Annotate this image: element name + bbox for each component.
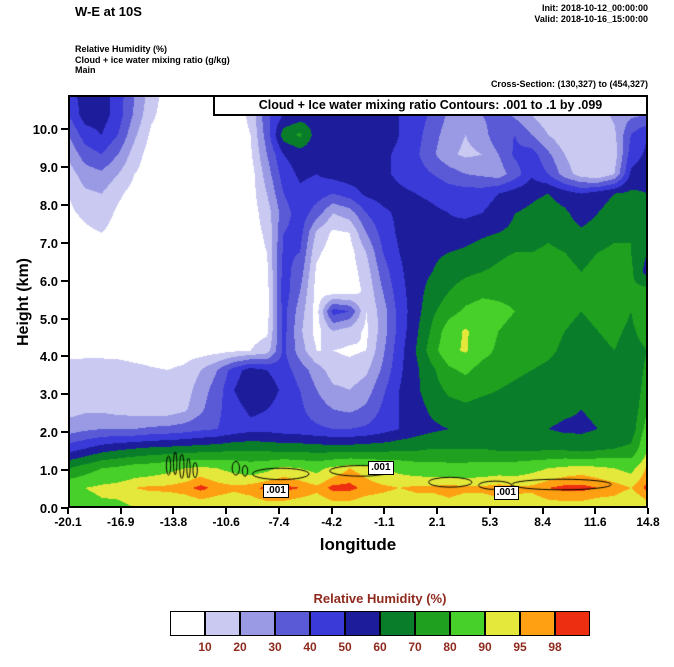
x-tick-mark [436,508,439,514]
x-tick-label: -13.8 [159,515,188,529]
y-tick-label: 10.0 [32,122,58,138]
cross-section-coords: Cross-Section: (130,327) to (454,327) [490,79,648,89]
legend-label: 80 [443,640,457,654]
x-tick-label: -16.9 [107,515,135,529]
x-tick-label: 2.1 [428,515,446,529]
legend-color-cell [415,611,450,636]
x-tick-label: -10.6 [212,515,240,529]
field-line-rh: Relative Humidity (%) [75,44,168,54]
legend-color-cell [555,611,590,636]
legend-color-cell [345,611,380,636]
y-tick-label: 7.0 [39,235,58,251]
legend-title: Relative Humidity (%) [313,591,447,606]
legend-label: 40 [303,640,317,654]
page-title: W-E at 10S [75,4,142,19]
legend-color-cell [520,611,555,636]
x-tick-mark [383,508,386,514]
x-tick-mark [172,508,175,514]
y-tick-mark [61,393,68,396]
x-tick-label: 8.4 [534,515,551,529]
y-tick-mark [61,317,68,320]
x-tick-label: -4.2 [321,515,342,529]
legend-label: 95 [513,640,527,654]
legend-label: 98 [548,640,562,654]
y-tick-label: 3.0 [39,387,58,403]
x-tick-label: 5.3 [481,515,499,529]
y-tick-label: 9.0 [39,159,58,175]
legend-label: 30 [268,640,282,654]
x-tick-mark [488,508,491,514]
legend-color-cell [240,611,275,636]
x-tick-label: 11.6 [583,515,607,529]
legend-color-cell [450,611,485,636]
legend-color-cell [380,611,415,636]
cloud-contour-label: .001 [493,485,520,500]
y-axis-title: Height (km) [15,258,32,346]
contour-info-banner: Cloud + Ice water mixing ratio Contours:… [213,95,648,116]
y-tick-label: 2.0 [39,425,58,441]
rh-contour-field [68,95,648,508]
field-line-cloud: Cloud + ice water mixing ratio (g/kg) [75,54,230,65]
legend-label: 20 [233,640,247,654]
x-tick-label: -20.1 [54,515,82,529]
legend-label: 10 [198,640,212,654]
legend-color-cell [275,611,310,636]
field-line-domain: Main [75,65,96,75]
y-tick-label: 0.0 [39,501,58,516]
y-tick-mark [61,203,68,206]
x-axis-title: longitude [319,535,397,554]
y-tick-label: 8.0 [39,197,58,213]
y-tick-label: 5.0 [39,311,58,327]
y-tick-label: 4.0 [39,349,58,365]
legend-label: 90 [478,640,492,654]
x-tick-label: 14.8 [636,515,660,529]
x-tick-mark [330,508,333,514]
cloud-contour-label: .001 [263,483,289,498]
x-tick-label: -7.4 [268,515,290,529]
x-tick-label: -1.1 [374,515,395,529]
y-tick-mark [61,165,68,168]
field-description: Relative Humidity (%) Cloud + ice water … [75,44,230,76]
cloud-contour-label: .001 [368,461,394,476]
legend-color-cell [485,611,520,636]
y-tick-mark [61,507,68,509]
y-tick-mark [61,241,68,244]
x-tick-mark [67,508,69,514]
y-tick-mark [61,279,68,282]
legend-color-cell [170,611,205,636]
legend-color-cell [310,611,345,636]
y-tick-mark [61,469,68,472]
y-tick-label: 6.0 [39,273,58,289]
plot-border [68,95,648,508]
x-tick-mark [541,508,544,514]
valid-time: Valid: 2018-10-16_15:00:00 [534,14,648,24]
y-tick-mark [61,431,68,434]
x-tick-mark [647,508,649,514]
x-tick-mark [119,508,122,514]
y-tick-mark [61,355,68,358]
x-tick-mark [277,508,280,514]
legend-color-cell [205,611,240,636]
y-tick-mark [61,128,68,131]
init-time: Init: 2018-10-12_00:00:00 [541,3,648,13]
model-times: Init: 2018-10-12_00:00:00 Valid: 2018-10… [534,3,648,25]
y-tick-label: 1.0 [39,463,58,479]
legend-label: 50 [338,640,352,654]
x-tick-mark [225,508,228,514]
legend-label: 60 [373,640,387,654]
legend-label: 70 [408,640,422,654]
x-tick-mark [594,508,597,514]
